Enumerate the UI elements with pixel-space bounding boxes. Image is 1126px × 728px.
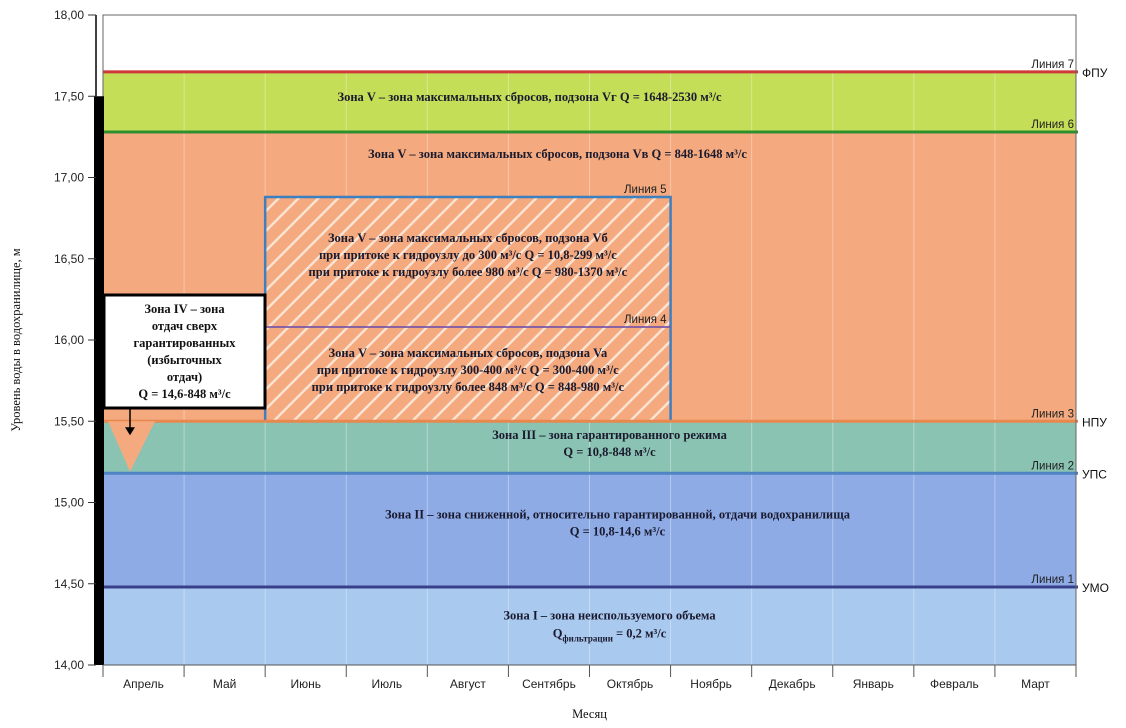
x-tick-label: Май: [213, 677, 237, 691]
zone-iii-label-line: Q = 10,8-848 м³/с: [563, 445, 656, 459]
subzone-va-label: Зона V – зона максимальных сбросов, подз…: [312, 346, 625, 394]
x-tick-label: Июль: [371, 677, 402, 691]
x-tick-label: Апрель: [123, 677, 164, 691]
x-tick-label: Январь: [853, 677, 894, 691]
zone-iv-callout-text: Зона IV – зона отдач сверх гарантированных…: [134, 302, 237, 401]
level-right-label-3: НПУ: [1082, 415, 1107, 429]
zone-ii: [103, 473, 1076, 587]
zone-iii: [103, 421, 1076, 474]
y-tick-label: 15,50: [54, 414, 84, 428]
zone-iv-callout-text-line: отдач сверх: [152, 319, 218, 333]
subzone-vb-label-line: при притоке к гидроузлу более 980 м³/с Q…: [309, 265, 628, 279]
x-tick-label: Ноябрь: [690, 677, 732, 691]
subzone-vb-label-line: Зона V – зона максимальных сбросов, подз…: [328, 231, 608, 245]
zone-i-line: Зона I – зона неиспользуемого объема: [503, 609, 716, 623]
zone-ii-label-line: Q = 10,8-14,6 м³/с: [570, 524, 666, 538]
level-line-label-4: Линия 4: [624, 314, 667, 326]
zone-vg-label: Зона V – зона максимальных сбросов, подз…: [337, 90, 722, 104]
x-tick-label: Июнь: [290, 677, 321, 691]
x-tick-label: Февраль: [930, 677, 979, 691]
left-axis-bar: [94, 96, 104, 665]
y-tick-label: 14,00: [54, 658, 84, 672]
y-tick-label: 15,00: [54, 496, 84, 510]
zone-ii-label: Зона II – зона сниженной, относительно г…: [385, 507, 851, 538]
x-axis-title: Месяц: [572, 707, 607, 721]
x-tick-label: Сентябрь: [522, 677, 576, 691]
zone-i-subscript: фильтрации: [562, 634, 612, 644]
y-tick-label: 17,00: [54, 171, 84, 185]
zone-i: [103, 587, 1076, 665]
y-tick-label: 16,00: [54, 333, 84, 347]
zone-iv-callout-text-line: Q = 14,6-848 м³/с: [138, 387, 231, 401]
zone-iv-callout-box: [102, 293, 267, 410]
level-line-label-6: Линия 6: [1031, 119, 1074, 131]
zone-vг: [103, 71, 1076, 132]
subzone-va-label-line: Зона V – зона максимальных сбросов, подз…: [329, 346, 608, 360]
zone-i-value: = 0,2 м³/с: [613, 627, 667, 641]
subzone-vb-label-line: при притоке к гидроузлу до 300 м³/с Q = …: [319, 248, 617, 262]
level-line-label-2: Линия 2: [1031, 460, 1074, 472]
zone-iv-triangle: [108, 421, 155, 472]
level-line-label-1: Линия 1: [1031, 574, 1074, 586]
subzone-va-label-line: при притоке к гидроузлу более 848 м³/с Q…: [312, 380, 625, 394]
zone-iii-label-line: Зона III – зона гарантированного режима: [492, 428, 727, 442]
subzone-vb-label: Зона V – зона максимальных сбросов, подз…: [309, 231, 628, 279]
subzone-va: [265, 327, 671, 422]
zone-iv-callout-text-line: (избыточных: [147, 353, 222, 367]
zone-iv-callout-text-line: Зона IV – зона: [144, 302, 225, 316]
zone-i-q: Q: [553, 627, 563, 641]
y-tick-label: 14,50: [54, 577, 84, 591]
zone-iv-callout-text-line: гарантированных: [134, 336, 237, 350]
zone-vv-label: Зона V – зона максимальных сбросов, подз…: [368, 147, 747, 161]
subzone-vб: [265, 197, 671, 327]
y-tick-label: 18,00: [54, 8, 84, 22]
level-right-label-1: УМО: [1082, 581, 1109, 595]
level-right-label-7: ФПУ: [1082, 66, 1108, 80]
subzone-va-label-line: при притоке к гидроузлу 300-400 м³/с Q =…: [317, 363, 619, 377]
level-line-label-3: Линия 3: [1031, 408, 1074, 420]
zone-i-line: Qфильтрации = 0,2 м³/с: [553, 627, 667, 644]
zone-empty-top: [103, 15, 1076, 72]
y-tick-label: 16,50: [54, 252, 84, 266]
zone-ii-label-line: Зона II – зона сниженной, относительно г…: [385, 507, 851, 521]
level-line-label-5: Линия 5: [624, 184, 667, 196]
x-tick-label: Август: [450, 677, 487, 691]
callout-arrow-head: [125, 427, 135, 436]
level-right-label-2: УПС: [1082, 467, 1107, 481]
zone-iii-label: Зона III – зона гарантированного режима Q…: [492, 428, 727, 459]
y-axis-title: Уровень воды в водохранилище, м: [9, 248, 23, 432]
x-tick-label: Декабрь: [769, 677, 816, 691]
y-tick-label: 17,50: [54, 89, 84, 103]
level-line-label-7: Линия 7: [1031, 59, 1074, 71]
x-tick-label: Октябрь: [607, 677, 654, 691]
zone-iv-callout-text-line: отдач): [167, 370, 202, 384]
zone-i-label: Зона I – зона неиспользуемого объема Qфил…: [503, 609, 716, 644]
x-tick-label: Март: [1021, 677, 1050, 691]
